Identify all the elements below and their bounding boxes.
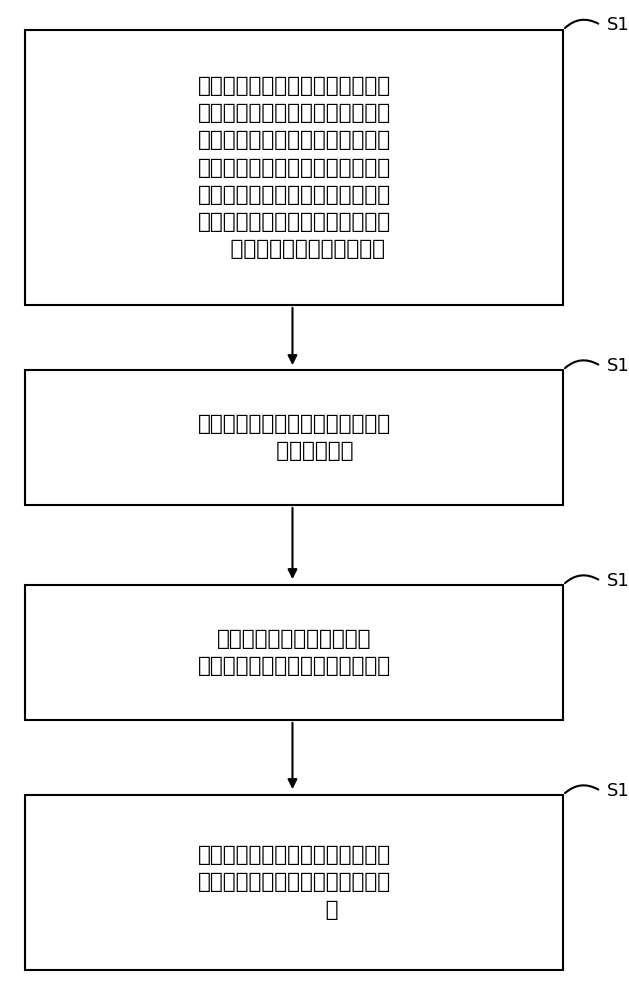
FancyBboxPatch shape bbox=[25, 30, 563, 305]
Text: S14: S14 bbox=[607, 782, 629, 800]
Text: S13: S13 bbox=[607, 572, 629, 590]
FancyBboxPatch shape bbox=[25, 795, 563, 970]
FancyArrowPatch shape bbox=[565, 575, 598, 583]
Text: 根据三相不平衡度，判断是否需要
      执行平衡切换: 根据三相不平衡度，判断是否需要 执行平衡切换 bbox=[198, 414, 391, 461]
FancyBboxPatch shape bbox=[25, 585, 563, 720]
FancyArrowPatch shape bbox=[565, 20, 598, 28]
FancyBboxPatch shape bbox=[25, 370, 563, 505]
FancyArrowPatch shape bbox=[565, 360, 598, 368]
Text: S12: S12 bbox=[607, 357, 629, 375]
Text: 据选取的所述平衡切换方案对需要
进行切换的充电桩下发相序切换指
           令: 据选取的所述平衡切换方案对需要 进行切换的充电桩下发相序切换指 令 bbox=[198, 845, 391, 920]
Text: S11: S11 bbox=[607, 16, 629, 34]
Text: 若需要执行平衡切换，基于
平衡算法选取对应的平衡切换方案: 若需要执行平衡切换，基于 平衡算法选取对应的平衡切换方案 bbox=[198, 629, 391, 676]
Text: 周期性调取充电桩网络中各充电桩
实时采集的当前所接相序的电流有
效值，并根据各充电桩当前所接相
序的电流有效值及当前充电桩网络
环境，基于预设的算法，对各充电
: 周期性调取充电桩网络中各充电桩 实时采集的当前所接相序的电流有 效值，并根据各充… bbox=[198, 76, 391, 259]
FancyArrowPatch shape bbox=[565, 785, 598, 793]
